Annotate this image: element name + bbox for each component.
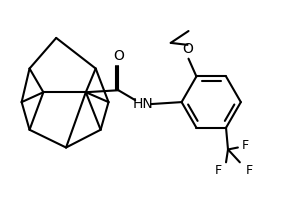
Text: F: F (246, 164, 253, 177)
Text: HN: HN (133, 97, 154, 111)
Text: O: O (182, 42, 193, 56)
Text: F: F (242, 139, 249, 152)
Text: O: O (113, 49, 124, 63)
Text: F: F (214, 164, 222, 177)
